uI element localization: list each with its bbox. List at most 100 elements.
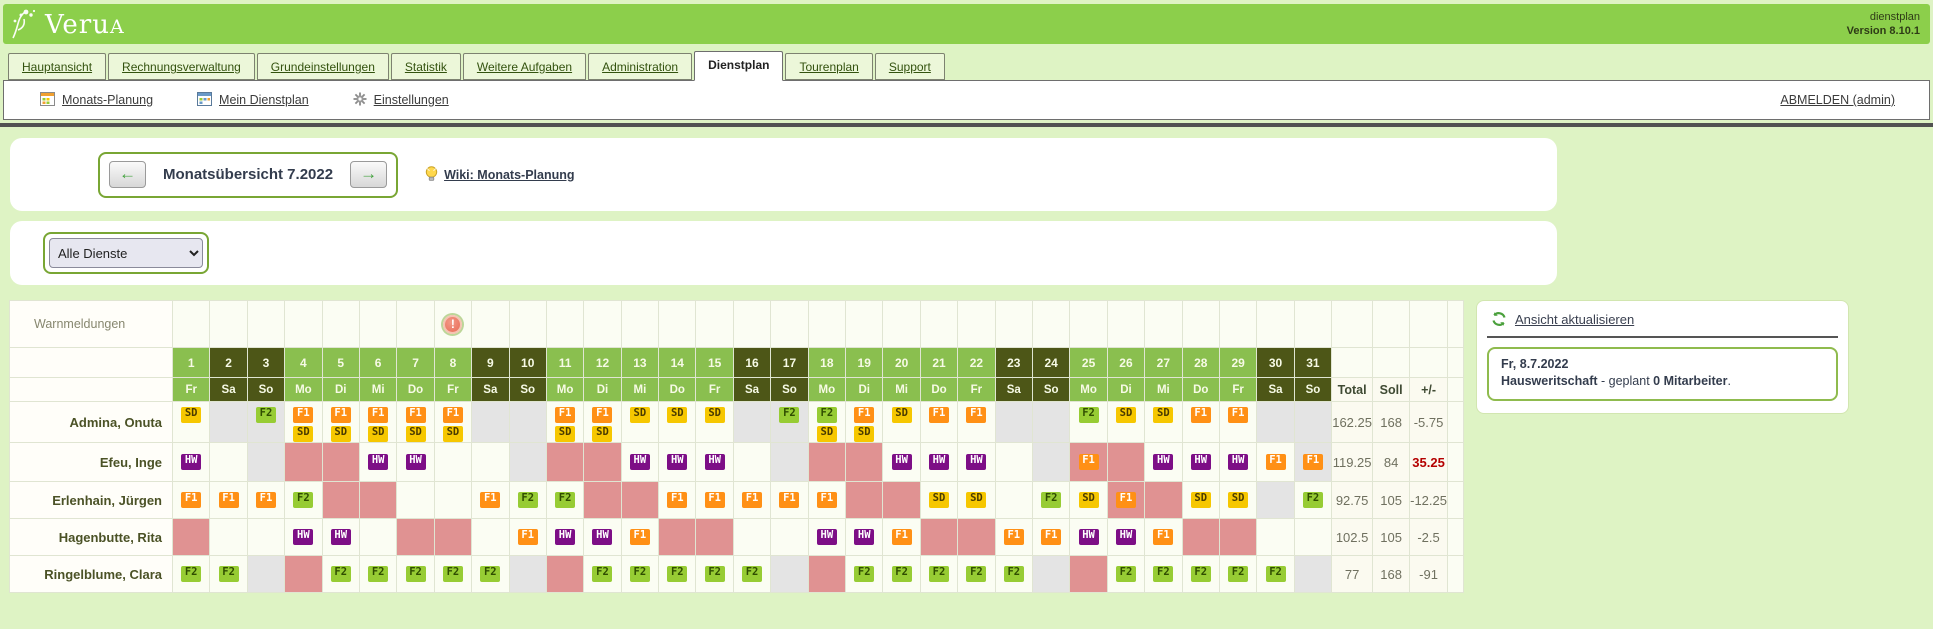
shift-cell-day-9[interactable] [471,518,510,556]
shift-cell-day-8[interactable] [433,518,473,556]
tab-grundeinstellungen[interactable]: Grundeinstellungen [256,53,389,80]
shift-cell-day-1[interactable]: HW [171,442,211,482]
shift-cell-day-5[interactable] [321,481,360,519]
tab-hauptansicht[interactable]: Hauptansicht [8,53,107,80]
shift-cell-day-14[interactable]: F2 [658,555,697,593]
shift-cell-day-16[interactable] [732,518,772,556]
shift-cell-day-3[interactable] [246,442,286,482]
shift-cell-day-23[interactable] [994,401,1033,443]
tab-statistik[interactable]: Statistik [390,53,461,80]
shift-cell-day-18[interactable]: F1 [807,481,847,519]
shift-cell-day-2[interactable] [209,442,248,482]
shift-cell-day-24[interactable] [1031,401,1071,443]
shift-cell-day-25[interactable]: HW [1069,518,1108,556]
shift-cell-day-4[interactable]: HW [284,518,323,556]
shift-cell-day-1[interactable] [171,518,211,556]
shift-cell-day-23[interactable] [994,481,1033,519]
shift-cell-day-13[interactable]: F1 [620,518,660,556]
shift-cell-day-19[interactable] [845,481,884,519]
shift-cell-day-27[interactable]: HW [1144,442,1183,482]
shift-cell-day-22[interactable] [957,518,996,556]
shift-cell-day-1[interactable]: SD [171,401,211,443]
prev-month-button[interactable]: ← [109,161,146,188]
shift-cell-day-11[interactable]: HW [545,518,585,556]
shift-cell-day-24[interactable]: F1 [1031,518,1071,556]
shift-cell-day-21[interactable] [919,518,959,556]
tab-dienstplan[interactable]: Dienstplan [694,51,784,81]
shift-cell-day-28[interactable]: F1 [1181,401,1220,443]
shift-cell-day-4[interactable] [284,555,323,593]
shift-cell-day-1[interactable]: F2 [171,555,211,593]
shift-cell-day-17[interactable]: F2 [770,401,809,443]
shift-cell-day-24[interactable]: F2 [1031,481,1071,519]
shift-cell-day-15[interactable] [695,518,734,556]
shift-cell-day-7[interactable] [396,481,435,519]
shift-cell-day-25[interactable]: SD [1069,481,1108,519]
shift-cell-day-26[interactable]: F2 [1106,555,1146,593]
shift-cell-day-8[interactable] [433,481,473,519]
shift-cell-day-21[interactable]: F1 [919,401,959,443]
shift-cell-day-29[interactable]: HW [1218,442,1258,482]
shift-cell-day-4[interactable]: F2 [284,481,323,519]
shift-cell-day-18[interactable]: HW [807,518,847,556]
shift-cell-day-6[interactable] [358,481,398,519]
shift-cell-day-30[interactable] [1256,518,1295,556]
shift-cell-day-24[interactable] [1031,555,1071,593]
shift-cell-day-20[interactable] [882,481,921,519]
shift-cell-day-20[interactable]: F1 [882,518,921,556]
tab-tourenplan[interactable]: Tourenplan [785,53,873,80]
shift-cell-day-17[interactable] [770,518,809,556]
shift-cell-day-10[interactable] [508,442,547,482]
shift-cell-day-12[interactable]: HW [583,518,622,556]
shift-cell-day-17[interactable]: F1 [770,481,809,519]
shift-cell-day-11[interactable] [545,555,585,593]
shift-cell-day-6[interactable]: HW [358,442,398,482]
shift-cell-day-21[interactable]: F2 [919,555,959,593]
shift-cell-day-21[interactable]: SD [919,481,959,519]
shift-cell-day-22[interactable]: SD [957,481,996,519]
shift-cell-day-5[interactable]: F2 [321,555,360,593]
shift-cell-day-8[interactable]: F2 [433,555,473,593]
shift-cell-day-13[interactable] [620,481,660,519]
shift-cell-day-9[interactable]: F2 [471,555,510,593]
refresh-view-link[interactable]: Ansicht aktualisieren [1514,311,1635,327]
shift-cell-day-8[interactable] [433,442,473,482]
shift-cell-day-9[interactable]: F1 [471,481,510,519]
shift-cell-day-17[interactable] [770,555,809,593]
shift-cell-day-5[interactable]: F1 SD [321,401,360,443]
shift-cell-day-12[interactable]: F2 [583,555,622,593]
shift-cell-day-1[interactable]: F1 [171,481,211,519]
shift-cell-day-2[interactable] [209,401,248,443]
shift-cell-day-27[interactable]: F1 [1144,518,1183,556]
shift-cell-day-16[interactable] [732,401,772,443]
shift-cell-day-6[interactable]: F2 [358,555,398,593]
tab-rechnungsverwaltung[interactable]: Rechnungsverwaltung [108,53,255,80]
shift-cell-day-11[interactable]: F1 SD [545,401,585,443]
shift-cell-day-7[interactable]: HW [396,442,435,482]
shift-cell-day-13[interactable]: HW [620,442,660,482]
warning-icon[interactable]: ! [443,314,463,334]
shift-cell-day-16[interactable]: F2 [732,555,772,593]
shift-cell-day-22[interactable]: F1 [957,401,996,443]
shift-cell-day-31[interactable] [1293,401,1333,443]
shift-cell-day-22[interactable]: F2 [957,555,996,593]
shift-cell-day-9[interactable] [471,401,510,443]
shift-cell-day-20[interactable]: SD [882,401,921,443]
shift-cell-day-23[interactable] [994,442,1033,482]
shift-cell-day-3[interactable] [246,555,286,593]
shift-cell-day-15[interactable]: F2 [695,555,734,593]
shift-cell-day-25[interactable]: F1 [1069,442,1108,482]
shift-cell-day-18[interactable]: F2 SD [807,401,847,443]
shift-cell-day-4[interactable] [284,442,323,482]
shift-cell-day-31[interactable] [1293,555,1333,593]
shift-cell-day-2[interactable]: F1 [209,481,248,519]
shift-cell-day-7[interactable]: F1 SD [396,401,435,443]
shift-cell-day-21[interactable]: HW [919,442,959,482]
shift-cell-day-23[interactable]: F1 [994,518,1033,556]
tab-support[interactable]: Support [874,53,945,80]
shift-cell-day-23[interactable]: F2 [994,555,1033,593]
shift-cell-day-29[interactable]: F2 [1218,555,1258,593]
next-month-button[interactable]: → [350,161,388,188]
shift-cell-day-3[interactable]: F2 [246,401,286,443]
shift-cell-day-30[interactable] [1256,401,1295,443]
